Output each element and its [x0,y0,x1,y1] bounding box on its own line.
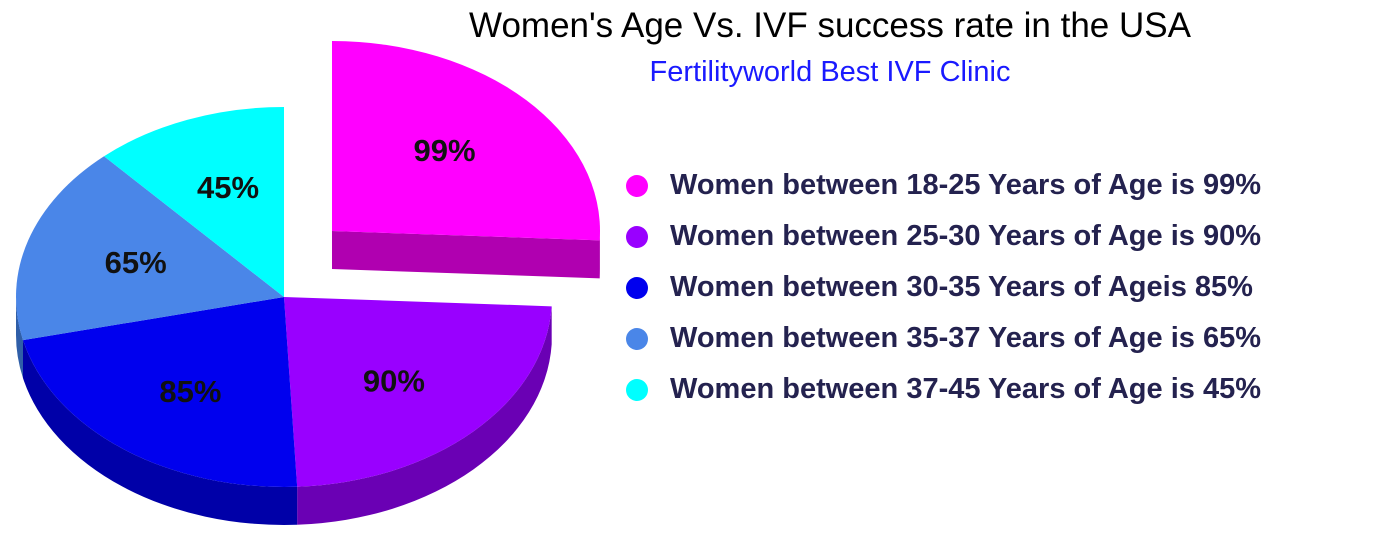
chart-legend: Women between 18-25 Years of Age is 99% W… [626,160,1261,415]
legend-marker-3 [626,277,648,299]
legend-label-1: Women between 18-25 Years of Age is 99% [670,169,1261,202]
legend-marker-5 [626,379,648,401]
legend-label-3: Women between 30-35 Years of Ageis 85% [670,271,1253,304]
legend-marker-2 [626,226,648,248]
legend-label-2: Women between 25-30 Years of Age is 90% [670,220,1261,253]
data-label-4: 65% [105,245,167,280]
data-label-5: 45% [197,170,259,205]
legend-item-1: Women between 18-25 Years of Age is 99% [626,160,1261,211]
data-label-1: 99% [414,133,476,168]
legend-item-2: Women between 25-30 Years of Age is 90% [626,211,1261,262]
data-label-2: 90% [363,363,425,398]
legend-item-4: Women between 35-37 Years of Age is 65% [626,313,1261,364]
legend-item-5: Women between 37-45 Years of Age is 45% [626,364,1261,415]
legend-marker-1 [626,175,648,197]
data-label-3: 85% [159,374,221,409]
pie-chart: 99% 90% 85% 65% 45% [0,0,640,536]
legend-label-4: Women between 35-37 Years of Age is 65% [670,322,1261,355]
legend-item-3: Women between 30-35 Years of Ageis 85% [626,262,1261,313]
legend-label-5: Women between 37-45 Years of Age is 45% [670,373,1261,406]
legend-marker-4 [626,328,648,350]
